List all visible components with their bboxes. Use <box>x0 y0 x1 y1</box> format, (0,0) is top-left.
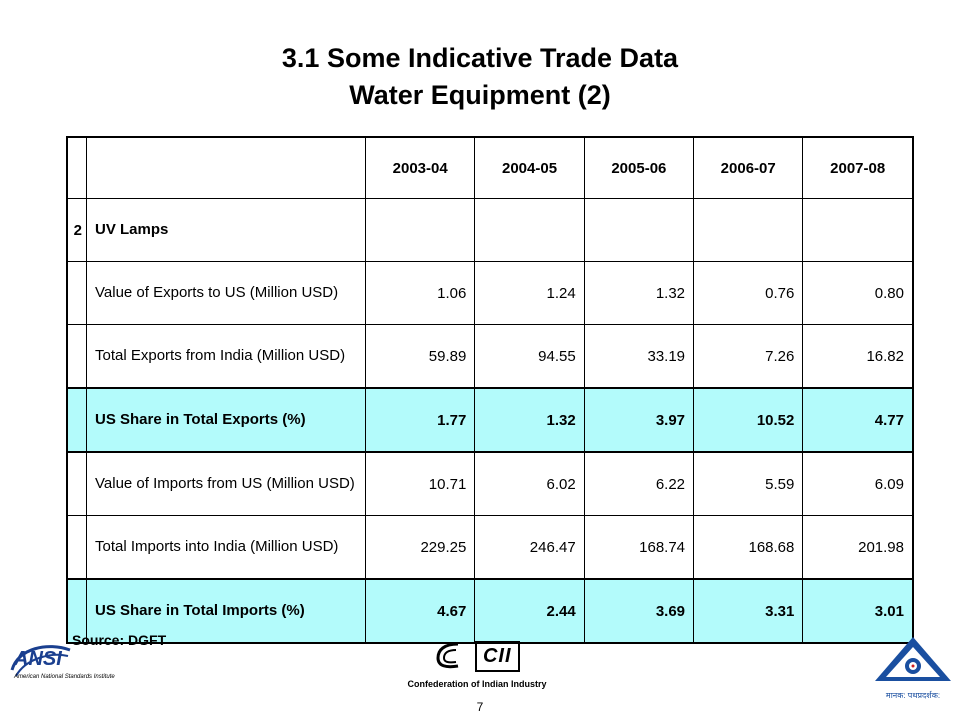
value-cell: 6.09 <box>802 451 914 516</box>
empty-cell <box>364 198 476 262</box>
ansi-logo-icon <box>10 645 71 677</box>
value-cell: 246.47 <box>474 515 585 580</box>
value-cell: 1.06 <box>364 261 476 325</box>
value-cell: 59.89 <box>364 324 476 389</box>
table-header-row: 2003-04 2004-05 2005-06 2006-07 2007-08 <box>66 136 914 199</box>
title-line-1: 3.1 Some Indicative Trade Data <box>281 43 679 73</box>
row-index-cell <box>66 261 87 325</box>
year-header: 2003-04 <box>364 136 476 199</box>
table-row: US Share in Total Imports (%) 4.67 2.44 3.6… <box>66 578 914 644</box>
year-header: 2006-07 <box>693 136 804 199</box>
value-cell: 0.76 <box>693 261 804 325</box>
bis-caption: मानक: पथप्रदर्शक: <box>885 691 941 700</box>
value-cell: 94.55 <box>474 324 585 389</box>
value-cell: 3.01 <box>802 578 914 644</box>
header-index-cell <box>66 136 87 199</box>
value-cell: 229.25 <box>364 515 476 580</box>
empty-cell <box>802 198 914 262</box>
value-cell: 168.68 <box>693 515 804 580</box>
value-cell: 201.98 <box>802 515 914 580</box>
table-row: Total Exports from India (Million USD) 59… <box>66 324 914 389</box>
row-index-cell <box>66 387 87 453</box>
empty-cell <box>583 198 695 262</box>
section-row: 2 UV Lamps <box>66 198 914 262</box>
value-cell: 0.80 <box>802 261 914 325</box>
section-label: UV Lamps <box>86 198 366 262</box>
row-index-cell <box>66 451 87 516</box>
value-cell: 1.24 <box>474 261 585 325</box>
bis-emblem-icon <box>875 637 951 681</box>
ansi-caption: American National Standards Institute <box>14 674 115 680</box>
value-cell: 5.59 <box>693 451 804 516</box>
value-cell: 1.32 <box>583 261 695 325</box>
value-cell: 6.02 <box>474 451 585 516</box>
ansi-logo: ANSI American National Standards Institu… <box>8 640 148 690</box>
row-label: Value of Imports from US (Million USD) <box>86 451 366 516</box>
value-cell: 3.97 <box>583 387 695 453</box>
row-label: US Share in Total Exports (%) <box>86 387 366 453</box>
table-row: Total Imports into India (Million USD) 22… <box>66 515 914 580</box>
value-cell: 2.44 <box>474 578 585 644</box>
table-row: Value of Exports to US (Million USD) 1.06… <box>66 261 914 325</box>
slide-title: 3.1 Some Indicative Trade Data Water Equ… <box>0 40 960 114</box>
value-cell: 3.31 <box>693 578 804 644</box>
year-header: 2005-06 <box>583 136 695 199</box>
trade-data-table: 2003-04 2004-05 2005-06 2006-07 2007-08 … <box>66 136 914 644</box>
cii-logo: CII Confederation of Indian Industry <box>392 640 562 692</box>
value-cell: 10.71 <box>364 451 476 516</box>
value-cell: 168.74 <box>583 515 695 580</box>
value-cell: 1.77 <box>364 387 476 453</box>
section-index: 2 <box>66 198 87 262</box>
bis-logo: मानक: पथप्रदर्शक: <box>872 634 954 700</box>
value-cell: 3.69 <box>583 578 695 644</box>
empty-cell <box>474 198 585 262</box>
header-label-cell <box>86 136 366 199</box>
value-cell: 6.22 <box>583 451 695 516</box>
value-cell: 1.32 <box>474 387 585 453</box>
ansi-mark: ANSI <box>14 648 62 670</box>
cii-mark: CII <box>474 640 520 672</box>
page-number: 7 <box>476 700 484 714</box>
row-index-cell <box>66 324 87 389</box>
row-label: Total Imports into India (Million USD) <box>86 515 366 580</box>
cii-caption: Confederation of Indian Industry <box>407 679 547 689</box>
value-cell: 33.19 <box>583 324 695 389</box>
title-line-2: Water Equipment (2) <box>349 80 611 110</box>
row-label: US Share in Total Imports (%) <box>86 578 366 644</box>
cii-emblem-icon <box>436 642 459 669</box>
source-note: Source: DGFT <box>72 632 167 648</box>
table-row: US Share in Total Exports (%) 1.77 1.32 3.9… <box>66 387 914 453</box>
table-row: Value of Imports from US (Million USD) 10… <box>66 451 914 516</box>
row-index-cell <box>66 515 87 580</box>
value-cell: 4.67 <box>364 578 476 644</box>
value-cell: 16.82 <box>802 324 914 389</box>
value-cell: 4.77 <box>802 387 914 453</box>
year-header: 2004-05 <box>474 136 585 199</box>
empty-cell <box>693 198 804 262</box>
value-cell: 7.26 <box>693 324 804 389</box>
row-label: Total Exports from India (Million USD) <box>86 324 366 389</box>
year-header: 2007-08 <box>802 136 914 199</box>
value-cell: 10.52 <box>693 387 804 453</box>
row-label: Value of Exports to US (Million USD) <box>86 261 366 325</box>
